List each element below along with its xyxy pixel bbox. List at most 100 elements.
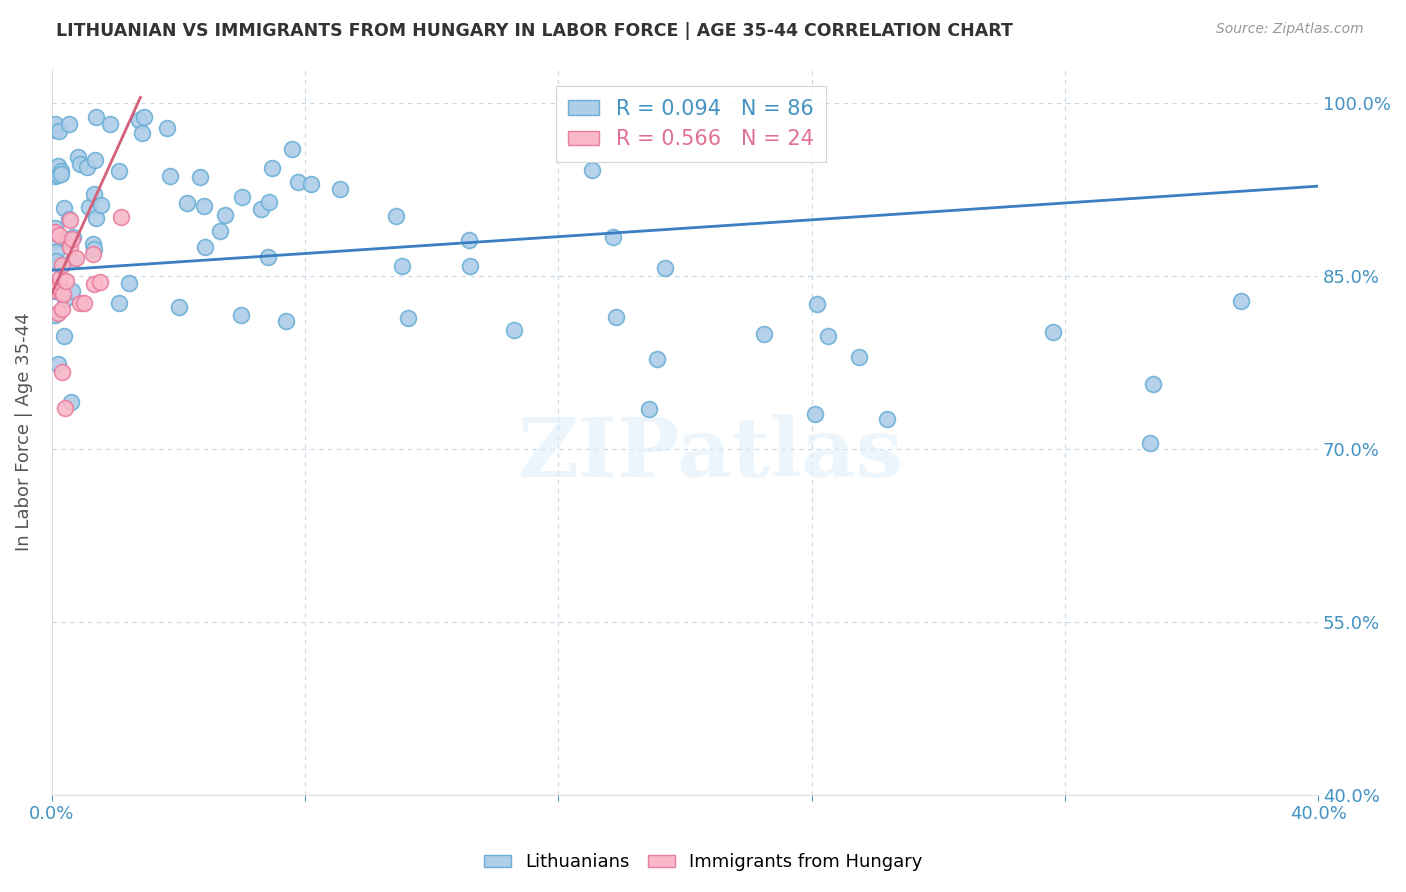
Y-axis label: In Labor Force | Age 35-44: In Labor Force | Age 35-44 <box>15 312 32 551</box>
Point <box>803 407 825 421</box>
Point <box>107 295 129 310</box>
Point <box>1229 293 1251 308</box>
Point <box>638 402 661 417</box>
Point <box>44 284 66 298</box>
Point <box>131 127 153 141</box>
Point <box>262 161 284 175</box>
Point <box>209 223 232 237</box>
Point <box>46 278 69 293</box>
Point <box>188 169 211 184</box>
Point <box>159 169 181 184</box>
Point <box>1139 435 1161 450</box>
Point <box>86 211 108 225</box>
Point <box>250 202 273 216</box>
Point <box>44 169 66 183</box>
Text: LITHUANIAN VS IMMIGRANTS FROM HUNGARY IN LABOR FORCE | AGE 35-44 CORRELATION CHA: LITHUANIAN VS IMMIGRANTS FROM HUNGARY IN… <box>56 22 1014 40</box>
Point <box>58 117 80 131</box>
Point <box>752 326 775 341</box>
Point <box>134 110 156 124</box>
Point <box>128 113 150 128</box>
Point <box>48 270 70 285</box>
Point <box>44 254 66 268</box>
Point <box>56 233 79 247</box>
Point <box>214 208 236 222</box>
Point <box>602 230 624 244</box>
Point <box>44 225 66 239</box>
Point <box>66 150 89 164</box>
Point <box>46 306 69 320</box>
Point <box>44 233 66 247</box>
Point <box>48 124 70 138</box>
Point <box>329 182 352 196</box>
Point <box>82 247 104 261</box>
Point <box>82 237 104 252</box>
Point <box>44 221 66 235</box>
Point <box>53 292 76 306</box>
Point <box>69 296 91 310</box>
Point <box>46 168 69 182</box>
Point <box>44 122 66 136</box>
Point <box>48 228 70 243</box>
Point <box>110 210 132 224</box>
Point <box>193 199 215 213</box>
Point <box>257 194 280 209</box>
Point <box>848 350 870 364</box>
Point <box>117 277 139 291</box>
Point <box>280 143 302 157</box>
Point <box>46 159 69 173</box>
Legend: Lithuanians, Immigrants from Hungary: Lithuanians, Immigrants from Hungary <box>477 847 929 879</box>
Point <box>59 395 82 409</box>
Point <box>60 253 83 268</box>
Point <box>876 411 898 425</box>
Point <box>457 233 479 247</box>
Point <box>53 401 76 415</box>
Point <box>52 287 75 301</box>
Point <box>299 178 322 192</box>
Point <box>89 275 111 289</box>
Point <box>229 308 252 322</box>
Point <box>49 164 72 178</box>
Point <box>176 195 198 210</box>
Point <box>654 261 676 276</box>
Point <box>1042 325 1064 339</box>
Point <box>58 211 80 226</box>
Point <box>83 187 105 202</box>
Point <box>384 209 406 223</box>
Point <box>276 314 298 328</box>
Point <box>605 310 627 324</box>
Point <box>156 120 179 135</box>
Point <box>49 284 72 298</box>
Point <box>60 232 83 246</box>
Point <box>59 239 82 253</box>
Point <box>287 175 309 189</box>
Point <box>502 322 524 336</box>
Point <box>69 157 91 171</box>
Point <box>51 258 73 272</box>
Point <box>90 198 112 212</box>
Point <box>60 284 83 298</box>
Point <box>65 252 87 266</box>
Point <box>83 153 105 167</box>
Point <box>49 167 72 181</box>
Point <box>44 308 66 322</box>
Point <box>46 357 69 371</box>
Point <box>76 160 98 174</box>
Point <box>458 260 481 274</box>
Point <box>51 365 73 379</box>
Point <box>257 250 280 264</box>
Text: Source: ZipAtlas.com: Source: ZipAtlas.com <box>1216 22 1364 37</box>
Point <box>817 328 839 343</box>
Point <box>194 240 217 254</box>
Point <box>44 118 66 132</box>
Point <box>59 213 82 227</box>
Point <box>46 281 69 295</box>
Point <box>231 190 253 204</box>
Point <box>169 300 191 314</box>
Point <box>107 163 129 178</box>
Point <box>84 110 107 124</box>
Point <box>98 117 121 131</box>
Point <box>581 163 603 178</box>
Point <box>396 310 419 325</box>
Point <box>391 260 413 274</box>
Point <box>51 301 73 316</box>
